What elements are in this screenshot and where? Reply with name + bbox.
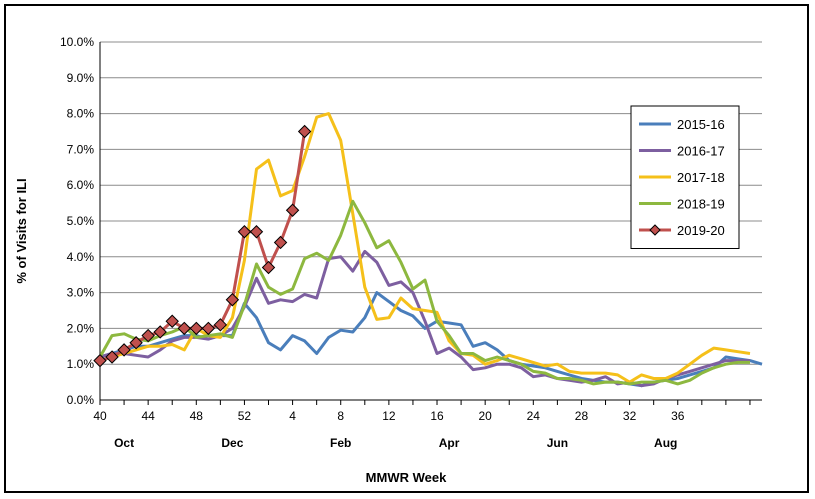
x-tick-label: 8 [337, 409, 344, 423]
y-tick-label: 7.0% [67, 142, 95, 156]
data-point-marker [117, 343, 131, 357]
data-point-marker [189, 321, 203, 336]
y-tick-label: 3.0% [67, 286, 95, 300]
series-line-2018-19 [98, 199, 750, 386]
x-tick-label: 36 [671, 409, 685, 423]
y-tick-label: 5.0% [67, 214, 95, 228]
month-label: Oct [114, 436, 134, 450]
legend-label: 2017-18 [677, 170, 725, 185]
x-tick-label: 16 [430, 409, 444, 423]
month-label: Dec [221, 436, 243, 450]
x-tick-label: 52 [238, 409, 252, 423]
x-tick-label: 4 [289, 409, 296, 423]
data-point-marker [177, 321, 191, 336]
data-point-marker [105, 350, 119, 364]
y-tick-label: 10.0% [60, 35, 94, 49]
series-line-2016-17 [99, 249, 750, 388]
month-label: Feb [330, 436, 351, 450]
ili-line-chart: 0.0% 1.0% 2.0% 3.0% 4.0% 5.0% 6.0% 7.0% 8.0% 9.0%… [14, 35, 763, 485]
x-tick-label: 20 [478, 409, 492, 423]
data-point-marker [153, 325, 167, 339]
chart-frame: 0.0% 1.0% 2.0% 3.0% 4.0% 5.0% 6.0% 7.0% 8.0% 9.0%… [4, 4, 809, 493]
data-point-marker [237, 225, 252, 239]
x-tick-label: 48 [190, 409, 204, 423]
legend-label: 2015-16 [677, 117, 725, 132]
x-tick-label: 12 [382, 409, 396, 423]
data-point-marker [273, 235, 288, 250]
y-tick-label: 9.0% [67, 71, 95, 85]
data-point-marker [297, 124, 312, 139]
series-lines [93, 112, 763, 388]
data-point-marker [141, 328, 155, 343]
y-axis-ticks: 0.0% 1.0% 2.0% 3.0% 4.0% 5.0% 6.0% 7.0% 8.0% 9.0%… [60, 35, 94, 407]
month-label: Apr [439, 436, 460, 450]
data-point-marker [201, 321, 216, 336]
legend-label: 2019-20 [677, 223, 725, 238]
data-point-marker [285, 203, 300, 217]
x-axis-title: MMWR Week [366, 470, 447, 485]
y-tick-label: 8.0% [67, 107, 95, 121]
data-point-marker [225, 293, 240, 307]
data-point-marker [93, 353, 107, 368]
y-axis-title: % of Visits for ILI [14, 178, 29, 283]
y-tick-label: 1.0% [67, 357, 95, 371]
x-tick-label: 44 [141, 409, 155, 423]
month-label: Aug [654, 436, 677, 450]
y-tick-label: 2.0% [67, 321, 95, 335]
legend-label: 2016-17 [677, 144, 725, 159]
legend-marker [649, 224, 661, 236]
data-point-marker [129, 336, 143, 350]
y-tick-label: 0.0% [67, 393, 95, 407]
month-label: Jun [547, 436, 568, 450]
series-line-2019-20 [99, 131, 307, 363]
x-tick-label: 32 [623, 409, 637, 423]
data-point-marker [261, 260, 276, 275]
y-tick-label: 4.0% [67, 250, 95, 264]
legend-label: 2018-19 [677, 197, 725, 212]
data-point-marker [213, 318, 228, 332]
x-tick-label: 28 [575, 409, 589, 423]
data-point-marker [165, 314, 179, 328]
data-point-marker [249, 225, 264, 239]
y-tick-label: 6.0% [67, 178, 95, 192]
x-tick-label: 24 [527, 409, 541, 423]
x-tick-label: 40 [93, 409, 107, 423]
legend: 2015-16 2016-17 2017-18 2018-19 2019-20 [630, 105, 740, 249]
